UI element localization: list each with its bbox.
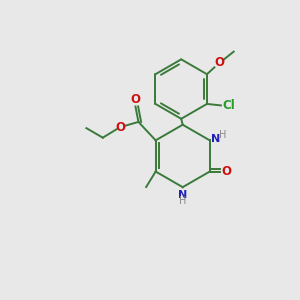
Text: O: O	[130, 93, 140, 106]
Text: O: O	[221, 165, 231, 178]
Text: Cl: Cl	[222, 99, 235, 112]
Text: O: O	[214, 56, 224, 69]
Text: O: O	[116, 121, 126, 134]
Text: H: H	[219, 130, 226, 140]
Text: N: N	[178, 190, 187, 200]
Text: N: N	[211, 134, 220, 144]
Text: H: H	[179, 196, 186, 206]
